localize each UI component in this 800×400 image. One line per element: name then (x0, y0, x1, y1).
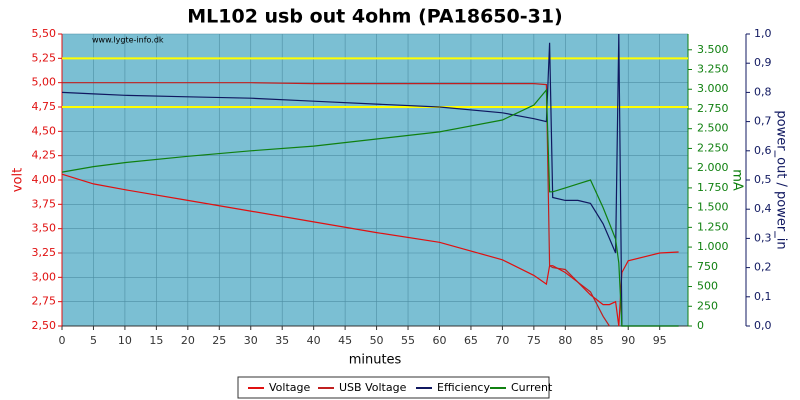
y-tick-label: 5,00 (32, 76, 57, 89)
y2-tick-label: 2.750 (697, 102, 729, 115)
legend-label: Current (511, 381, 553, 394)
y2-tick-label: 1.750 (697, 181, 729, 194)
x-tick-label: 25 (212, 334, 226, 347)
x-tick-label: 10 (118, 334, 132, 347)
x-tick-label: 60 (432, 334, 446, 347)
y3-tick-label: 0,1 (754, 290, 772, 303)
x-tick-label: 85 (590, 334, 604, 347)
y-tick-label: 4,25 (32, 149, 57, 162)
y2-tick-label: 0 (697, 319, 704, 332)
x-tick-label: 50 (370, 334, 384, 347)
y3-tick-label: 0,0 (754, 319, 772, 332)
y2-axis-label: mA (730, 169, 745, 191)
y3-tick-label: 0,6 (754, 144, 772, 157)
x-tick-label: 75 (527, 334, 541, 347)
y2-tick-label: 3.250 (697, 63, 729, 76)
x-tick-label: 35 (275, 334, 289, 347)
y-tick-label: 5,25 (32, 51, 57, 64)
y3-tick-label: 0,3 (754, 231, 772, 244)
x-tick-label: 15 (149, 334, 163, 347)
y-tick-label: 4,00 (32, 173, 57, 186)
chart-title: ML102 usb out 4ohm (PA18650-31) (187, 6, 563, 28)
y2-tick-label: 1.000 (697, 240, 729, 253)
y3-tick-label: 0,4 (754, 202, 772, 215)
y-tick-label: 4,50 (32, 124, 57, 137)
x-tick-label: 0 (59, 334, 66, 347)
y3-tick-label: 0,2 (754, 261, 772, 274)
y2-tick-label: 250 (697, 299, 718, 312)
y2-tick-label: 500 (697, 280, 718, 293)
series-line (61, 88, 679, 327)
x-tick-label: 55 (401, 334, 415, 347)
y-tick-label: 3,00 (32, 270, 57, 283)
x-tick-label: 45 (338, 334, 352, 347)
x-tick-label: 5 (90, 334, 97, 347)
legend-box (237, 376, 550, 399)
x-tick-label: 65 (464, 334, 478, 347)
legend-label: USB Voltage (339, 381, 407, 394)
x-tick-label: 40 (307, 334, 321, 347)
y-tick-label: 3,25 (32, 246, 57, 259)
y2-tick-label: 2.250 (697, 141, 729, 154)
x-axis-label: minutes (349, 353, 402, 368)
y2-tick-label: 1.250 (697, 220, 729, 233)
watermark: www.lygte-info.dk (92, 36, 164, 45)
y3-tick-label: 0,8 (754, 85, 772, 98)
y-tick-label: 2,75 (32, 295, 57, 308)
y2-tick-label: 3.000 (697, 82, 729, 95)
y-tick-label: 3,50 (32, 222, 57, 235)
series-line (61, 173, 679, 327)
y-axis-label: volt (11, 168, 26, 192)
x-tick-label: 80 (558, 334, 572, 347)
x-tick-label: 90 (621, 334, 635, 347)
y-tick-label: 2,50 (32, 319, 57, 332)
y3-tick-label: 0,5 (754, 173, 772, 186)
y3-axis-label: power_out / power_in (774, 110, 789, 249)
y2-tick-label: 1.500 (697, 201, 729, 214)
y3-tick-label: 0,7 (754, 115, 772, 128)
x-tick-label: 95 (653, 334, 667, 347)
y2-tick-label: 2.000 (697, 161, 729, 174)
y2-tick-label: 2.500 (697, 122, 729, 135)
y2-tick-label: 750 (697, 260, 718, 273)
series-line (62, 82, 610, 327)
y-tick-label: 5,50 (32, 27, 57, 40)
x-tick-label: 20 (181, 334, 195, 347)
y3-tick-label: 0,9 (754, 56, 772, 69)
y2-tick-label: 3.500 (697, 43, 729, 56)
y-tick-label: 4,75 (32, 100, 57, 113)
y3-tick-label: 1,0 (754, 27, 772, 40)
x-tick-label: 70 (495, 334, 509, 347)
x-tick-label: 30 (244, 334, 258, 347)
legend-label: Voltage (269, 381, 310, 394)
y-tick-label: 3,75 (32, 197, 57, 210)
legend-label: Efficiency (437, 381, 490, 394)
series-line (61, 33, 679, 327)
